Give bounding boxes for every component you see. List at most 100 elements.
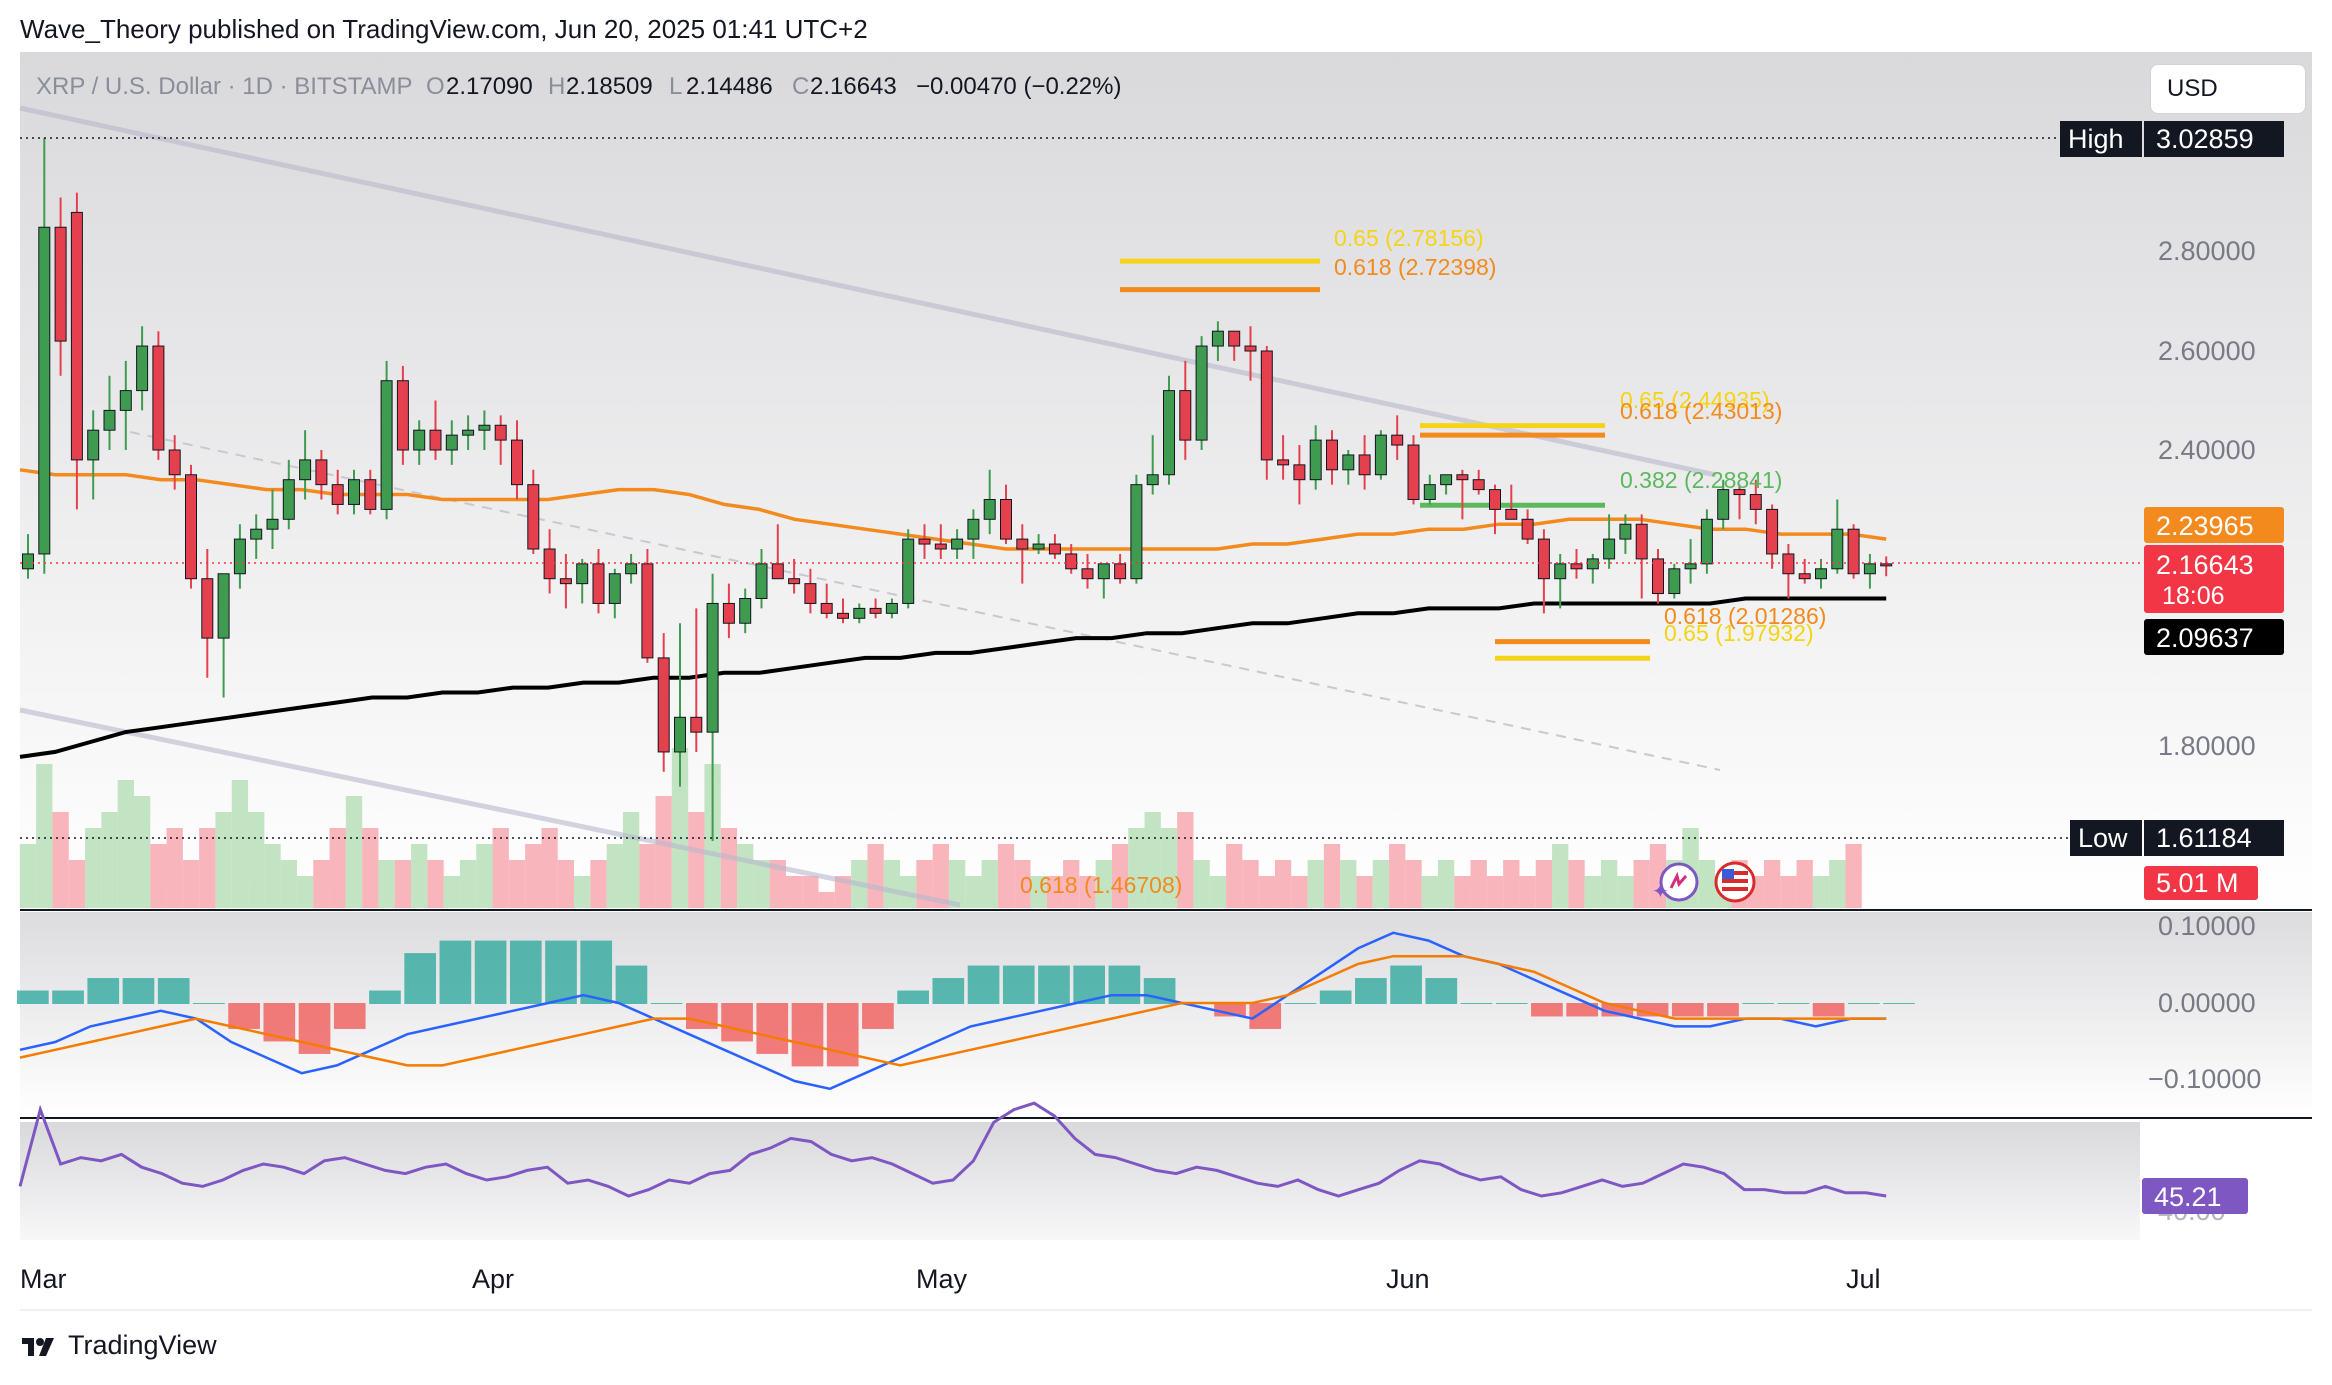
candle-body [902, 538, 915, 604]
macd-histogram-bar [1108, 965, 1141, 1004]
candle-body [804, 583, 817, 604]
macd-axis: 0.10000 0.00000 −0.10000 [2148, 911, 2261, 1094]
ema200-badge: 2.09637 [2144, 619, 2284, 655]
tradingview-logo-icon [22, 1337, 54, 1356]
lower-trendline [19, 707, 961, 908]
candle-body [1342, 454, 1355, 471]
candle-body [967, 518, 980, 540]
fib-label: 0.65 (2.78156) [1334, 225, 1484, 251]
volume-bar [948, 860, 966, 908]
volume-bar [1796, 860, 1813, 908]
volume-bar [1258, 876, 1275, 908]
macd-tick: 0.00000 [2158, 988, 2256, 1018]
candle-body [1880, 563, 1893, 567]
fib-label: 0.65 (1.97932) [1664, 620, 1814, 646]
macd-histogram-bar [122, 978, 155, 1004]
candle-body [1195, 345, 1208, 441]
volume-bar [1323, 844, 1341, 908]
volume-bar [639, 844, 656, 908]
macd-histogram-bar [791, 1003, 824, 1067]
volume-bar [932, 844, 949, 908]
currency-button[interactable]: USD [2150, 64, 2306, 114]
trendline-layer [19, 105, 1721, 908]
volume-bar [85, 828, 102, 908]
price-pane[interactable] [20, 52, 2312, 910]
candle-body [1766, 508, 1779, 555]
fib-label: 0.65 (2.44935) [1620, 387, 1770, 413]
macd-histogram-bar [580, 940, 613, 1004]
macd-histogram-bar [1566, 1003, 1598, 1017]
volume-bar [1274, 860, 1292, 908]
candle-body [331, 484, 344, 505]
time-label: Jul [1846, 1264, 1881, 1294]
volume-bar [802, 876, 819, 908]
candle-body [869, 607, 882, 614]
candle-body [1537, 538, 1550, 580]
macd-tick: 0.10000 [2158, 911, 2256, 941]
volume-bar [1095, 860, 1112, 908]
symbol-text[interactable]: XRP / U.S. Dollar · 1D · BITSTAMP [36, 73, 413, 100]
volume-bar [1014, 860, 1031, 908]
macd-pane[interactable] [20, 912, 2312, 1117]
fib-label: 0.618 (2.43013) [1620, 398, 1782, 424]
candle-body [462, 429, 475, 436]
candle-body [674, 716, 686, 753]
volume-bar [459, 860, 477, 908]
candle-body [299, 459, 312, 481]
rsi-pane[interactable] [20, 1122, 2140, 1240]
candle-body [1570, 563, 1583, 570]
candle-body [951, 538, 964, 550]
upper-trendline [19, 105, 1717, 478]
macd-histogram-bar [1847, 1003, 1880, 1004]
macd-histogram-bar [1460, 1003, 1493, 1004]
candle-body [1228, 330, 1241, 347]
macd-histogram-bar [228, 1003, 260, 1029]
volume-bar [818, 892, 835, 908]
volume-bar [1845, 844, 1862, 908]
candle-body [527, 484, 540, 550]
macd-histogram-bar [333, 1003, 366, 1029]
volume-bar [606, 844, 623, 908]
volume-bar [1111, 844, 1129, 908]
low-badge-value: 1.61184 [2156, 823, 2252, 853]
candle-body [1586, 558, 1599, 570]
brand-name: TradingView [68, 1330, 217, 1360]
macd-histogram-bar [1355, 978, 1387, 1004]
candle-body [103, 409, 116, 431]
candle-body [1798, 573, 1811, 580]
volume-bar [36, 764, 53, 908]
volume-bar [101, 812, 118, 908]
low-value-legend: 2.14486 [686, 73, 773, 100]
volume-bar [1470, 860, 1487, 908]
volume-bar [133, 796, 151, 908]
candle-body [119, 390, 132, 411]
volume-bar [557, 860, 575, 908]
candle-body [1700, 518, 1713, 565]
candle-body [1016, 538, 1029, 550]
volume-bar [1356, 876, 1373, 908]
volume-bar [622, 812, 640, 908]
candle-body [136, 345, 149, 392]
volume-bar [182, 860, 200, 908]
candle-body [478, 424, 491, 431]
low-label-legend: L [669, 73, 682, 100]
indicator-icon[interactable]: ✦ [1652, 862, 1699, 903]
bar-countdown: 18:06 [2162, 582, 2225, 610]
candle-body [233, 538, 246, 575]
macd-histogram-bar [1883, 1003, 1915, 1004]
tradingview-brand[interactable]: TradingView [20, 1330, 217, 1361]
candle-body [1717, 489, 1730, 520]
candle-body [592, 563, 605, 604]
volume-bar [68, 860, 86, 908]
macd-histogram-bar [1707, 1003, 1739, 1017]
macd-histogram-bar [1319, 990, 1352, 1004]
volume-bar [166, 828, 183, 908]
us-flag-icon[interactable] [1714, 861, 1756, 903]
volume-bar [411, 844, 428, 908]
volume-bar [1226, 844, 1243, 908]
macd-histogram-bar [1002, 965, 1035, 1004]
volume-bar [769, 860, 786, 908]
candle-body [511, 439, 523, 486]
macd-histogram-bar [439, 940, 472, 1004]
